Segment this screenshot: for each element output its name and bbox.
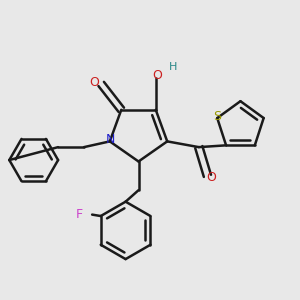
Text: S: S bbox=[213, 110, 221, 123]
Text: H: H bbox=[169, 62, 177, 72]
Text: O: O bbox=[206, 171, 216, 184]
Text: O: O bbox=[152, 69, 162, 82]
Text: F: F bbox=[76, 208, 83, 221]
Text: N: N bbox=[105, 134, 115, 146]
Text: O: O bbox=[89, 76, 99, 89]
